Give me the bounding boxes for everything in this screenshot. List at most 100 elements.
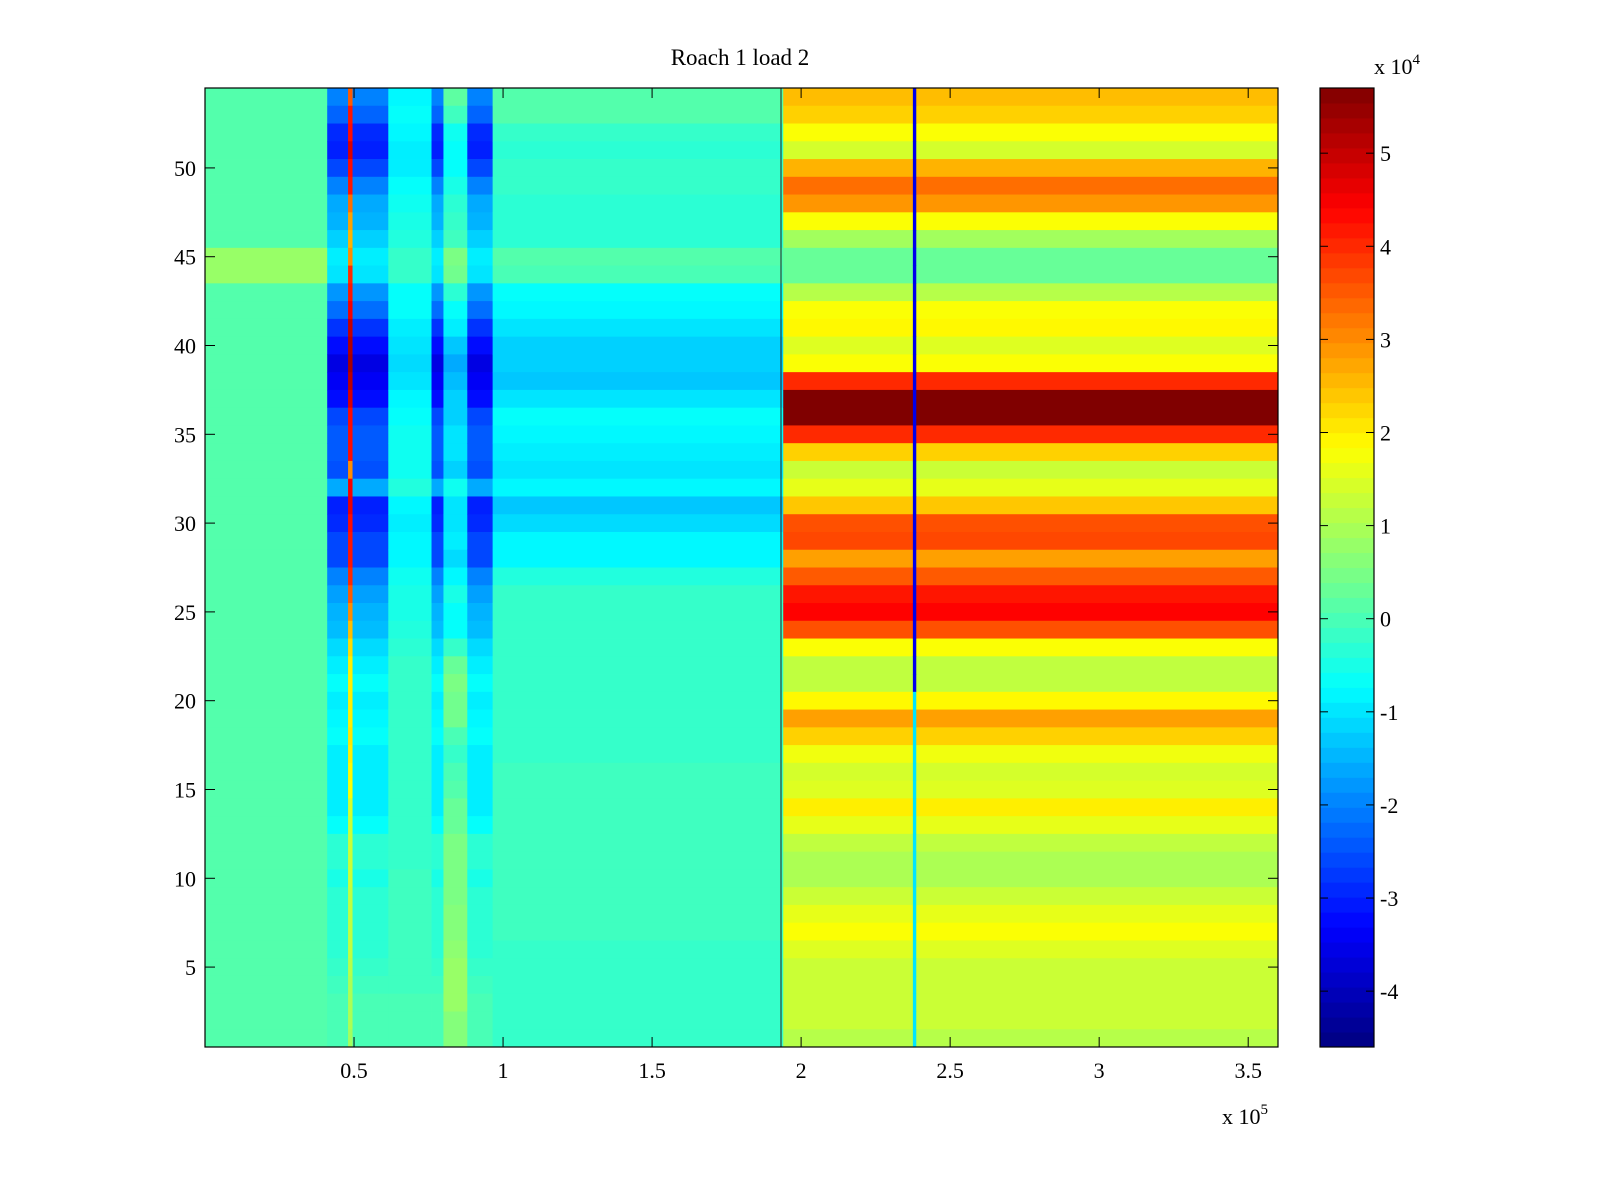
heatmap-cell	[431, 958, 444, 977]
heatmap-cell	[431, 301, 444, 320]
heatmap-cell	[783, 958, 1279, 977]
heatmap-cell	[388, 283, 432, 302]
colorbar-swatch	[1320, 192, 1374, 209]
y-tick-label: 45	[174, 245, 196, 270]
heatmap-cell	[327, 478, 349, 497]
heatmap-cell	[492, 372, 784, 391]
heatmap-cell	[431, 922, 444, 941]
colorbar-tick-label: 2	[1380, 420, 1391, 445]
heatmap-cell	[912, 176, 917, 195]
heatmap-cell	[492, 674, 784, 693]
heatmap-cell	[467, 567, 494, 586]
heatmap-cell	[431, 585, 444, 604]
heatmap-cell	[912, 301, 917, 320]
colorbar-swatch	[1320, 507, 1374, 524]
heatmap-cell	[467, 265, 494, 284]
heatmap-cell	[205, 496, 328, 515]
heatmap-cell	[467, 372, 494, 391]
heatmap-cell	[352, 993, 389, 1012]
heatmap-cell	[467, 780, 494, 799]
heatmap-cell	[431, 603, 444, 622]
heatmap-cell	[352, 745, 389, 764]
heatmap-cell	[467, 691, 494, 710]
heatmap-cell	[205, 620, 328, 639]
heatmap-cell	[492, 194, 784, 213]
heatmap-cell	[348, 851, 353, 870]
heatmap-cell	[467, 478, 494, 497]
heatmap-cell	[388, 230, 432, 249]
heatmap-cell	[348, 549, 353, 568]
heatmap-cell	[492, 691, 784, 710]
heatmap-cell	[783, 1029, 1279, 1048]
heatmap-cell	[783, 460, 1279, 480]
heatmap-cell	[352, 247, 389, 266]
heatmap-cell	[783, 833, 1279, 853]
colorbar-swatch	[1320, 807, 1374, 823]
heatmap-cell	[327, 869, 349, 888]
heatmap-cell	[783, 88, 1279, 107]
colorbar-swatch	[1320, 762, 1374, 778]
heatmap-cell	[205, 869, 328, 888]
heatmap-cell	[205, 159, 328, 178]
heatmap-cell	[388, 389, 432, 409]
heatmap-cell	[352, 887, 389, 906]
heatmap-cell	[443, 123, 468, 142]
heatmap-cell	[912, 727, 917, 746]
heatmap-cell	[205, 194, 328, 213]
heatmap-cell	[431, 88, 444, 107]
heatmap-cell	[431, 691, 444, 710]
heatmap-cell	[492, 460, 784, 480]
heatmap-cell	[352, 851, 389, 870]
heatmap-cell	[327, 336, 349, 355]
heatmap-cell	[348, 869, 353, 888]
y-tick-label: 40	[174, 334, 196, 359]
heatmap-cell	[443, 816, 468, 835]
heatmap-cell	[783, 762, 1279, 782]
heatmap-cell	[348, 443, 353, 462]
heatmap-cell	[467, 940, 494, 959]
heatmap-cell	[492, 869, 784, 888]
colorbar-swatch	[1320, 717, 1374, 733]
y-tick-label: 10	[174, 866, 196, 891]
heatmap-cell	[352, 585, 389, 604]
heatmap-cell	[912, 531, 917, 551]
x-multiplier-base: x 10	[1222, 1104, 1261, 1129]
heatmap-cell	[388, 975, 432, 995]
heatmap-cell	[431, 940, 444, 959]
heatmap-cell	[348, 372, 353, 391]
heatmap-cell	[352, 603, 389, 622]
heatmap-cell	[783, 212, 1279, 231]
heatmap-cell	[431, 265, 444, 284]
heatmap-cell	[443, 159, 468, 178]
colorbar-swatch	[1320, 612, 1374, 628]
heatmap-cell	[348, 833, 353, 853]
heatmap-cell	[431, 762, 444, 782]
heatmap-cell	[388, 354, 432, 373]
heatmap-cell	[327, 159, 349, 178]
heatmap-cell	[205, 1011, 328, 1030]
heatmap-cell	[205, 798, 328, 817]
heatmap-cell	[327, 958, 349, 977]
heatmap-cell	[431, 460, 444, 480]
heatmap-cell	[352, 1011, 389, 1030]
heatmap-cell	[431, 904, 444, 924]
heatmap-cell	[327, 514, 349, 533]
colorbar-swatch	[1320, 972, 1374, 988]
heatmap-cell	[467, 816, 494, 835]
heatmap-cell	[431, 1011, 444, 1030]
heatmap-cell	[205, 407, 328, 426]
heatmap-cell	[348, 496, 353, 515]
heatmap-cell	[348, 407, 353, 426]
heatmap-cell	[205, 549, 328, 568]
heatmap-cell	[205, 1029, 328, 1048]
heatmap-cell	[388, 496, 432, 515]
colorbar-swatch	[1320, 942, 1374, 958]
colorbar-swatch	[1320, 702, 1374, 718]
heatmap-cell	[327, 620, 349, 639]
heatmap-cell	[783, 301, 1279, 320]
heatmap-cell	[443, 549, 468, 568]
heatmap-cell	[388, 993, 432, 1012]
heatmap-cell	[205, 585, 328, 604]
heatmap-cell	[348, 105, 353, 124]
heatmap-cell	[388, 833, 432, 853]
